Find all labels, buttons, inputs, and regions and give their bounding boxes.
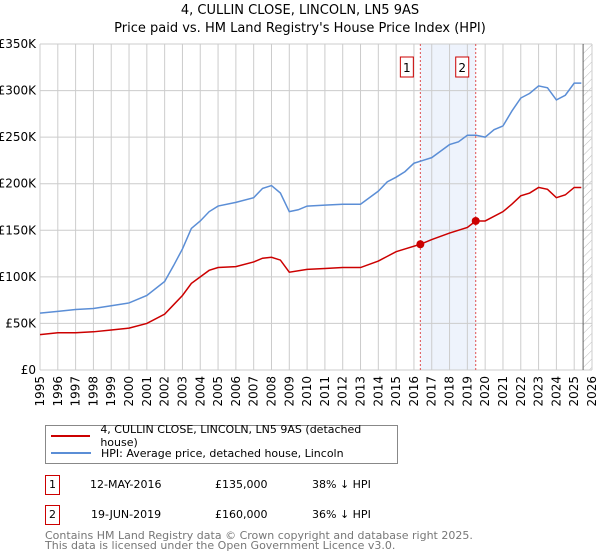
transaction-marker: 1 <box>45 475 60 495</box>
x-tick-label: 2014 <box>371 376 385 407</box>
x-tick-label: 2008 <box>264 376 278 407</box>
x-tick-label: 2009 <box>282 376 296 407</box>
y-tick-label: £50K <box>5 316 37 330</box>
footer-copyright: Contains HM Land Registry data © Crown c… <box>45 529 473 542</box>
sale-point <box>471 216 480 225</box>
y-tick-label: £0 <box>21 363 36 377</box>
x-tick-label: 2022 <box>514 376 528 407</box>
legend-swatch <box>51 452 91 454</box>
x-tick-label: 1996 <box>51 376 65 407</box>
x-tick-label: 1999 <box>104 376 118 407</box>
transaction-price: £135,000 <box>215 478 268 491</box>
annotation-box <box>455 56 470 78</box>
transaction-hpi: 36% ↓ HPI <box>312 508 371 521</box>
y-tick-label: £100K <box>0 270 37 284</box>
series-line <box>39 82 582 314</box>
y-tick-label: £350K <box>0 37 37 51</box>
legend-label: HPI: Average price, detached house, Linc… <box>101 446 344 460</box>
x-tick-label: 2016 <box>407 376 421 407</box>
annotation-box <box>399 56 414 78</box>
x-tick-label: 2007 <box>247 376 261 407</box>
y-tick-label: £300K <box>0 84 37 98</box>
x-tick-label: 2006 <box>229 376 243 407</box>
annotation-label: 1 <box>403 61 411 75</box>
transaction-date: 19-JUN-2019 <box>91 508 162 521</box>
chart-title: 4, CULLIN CLOSE, LINCOLN, LN5 9AS <box>180 3 420 18</box>
x-tick-label: 2017 <box>425 376 439 407</box>
x-tick-label: 2001 <box>140 376 154 407</box>
chart-subtitle: Price paid vs. HM Land Registry's House … <box>114 21 486 36</box>
x-tick-label: 2010 <box>300 376 314 407</box>
legend-swatch <box>51 435 91 437</box>
footer-licence: This data is licensed under the Open Gov… <box>45 539 396 552</box>
x-tick-label: 2012 <box>336 376 350 407</box>
y-tick-label: £250K <box>0 130 37 144</box>
x-tick-label: 2004 <box>193 376 207 407</box>
x-tick-label: 2025 <box>567 376 581 407</box>
sale-point <box>416 240 425 249</box>
x-tick-label: 1998 <box>86 376 100 407</box>
transaction-hpi: 38% ↓ HPI <box>312 478 371 491</box>
x-tick-label: 2015 <box>389 376 403 407</box>
x-tick-label: 2005 <box>211 376 225 407</box>
x-tick-label: 2021 <box>496 376 510 407</box>
x-tick-label: 1997 <box>69 376 83 407</box>
x-tick-label: 2003 <box>175 376 189 407</box>
footer: Contains HM Land Registry data © Crown c… <box>45 529 473 552</box>
x-tick-label: 2000 <box>122 376 136 407</box>
y-tick-label: £200K <box>0 177 37 191</box>
x-tick-label: 2023 <box>532 376 546 407</box>
forecast-hatch <box>583 44 592 370</box>
x-tick-label: 2019 <box>460 376 474 407</box>
x-tick-label: 2018 <box>443 376 457 407</box>
legend-item-property: 4, CULLIN CLOSE, LINCOLN, LN5 9AS (detac… <box>51 423 397 449</box>
legend: 4, CULLIN CLOSE, LINCOLN, LN5 9AS (detac… <box>45 423 398 464</box>
x-tick-label: 2002 <box>158 376 172 407</box>
series-line <box>39 186 582 336</box>
transaction-marker: 2 <box>45 505 60 525</box>
x-tick-label: 2020 <box>478 376 492 407</box>
x-tick-label: 1995 <box>33 376 47 407</box>
x-tick-label: 2011 <box>318 376 332 407</box>
highlight-region <box>420 44 476 370</box>
y-tick-label: £150K <box>0 223 37 237</box>
annotation-label: 2 <box>458 61 466 75</box>
x-tick-label: 2026 <box>585 376 599 407</box>
transaction-date: 12-MAY-2016 <box>90 478 162 491</box>
transaction-price: £160,000 <box>215 508 268 521</box>
legend-item-hpi: HPI: Average price, detached house, Linc… <box>51 445 344 461</box>
x-tick-label: 2013 <box>354 376 368 407</box>
x-tick-label: 2024 <box>549 376 563 407</box>
price-chart: 1995 1996 1997 1998 1999 2000 2001 2002 2003 2004… <box>0 37 599 407</box>
legend-label: 4, CULLIN CLOSE, LINCOLN, LN5 9AS (detac… <box>100 423 362 449</box>
